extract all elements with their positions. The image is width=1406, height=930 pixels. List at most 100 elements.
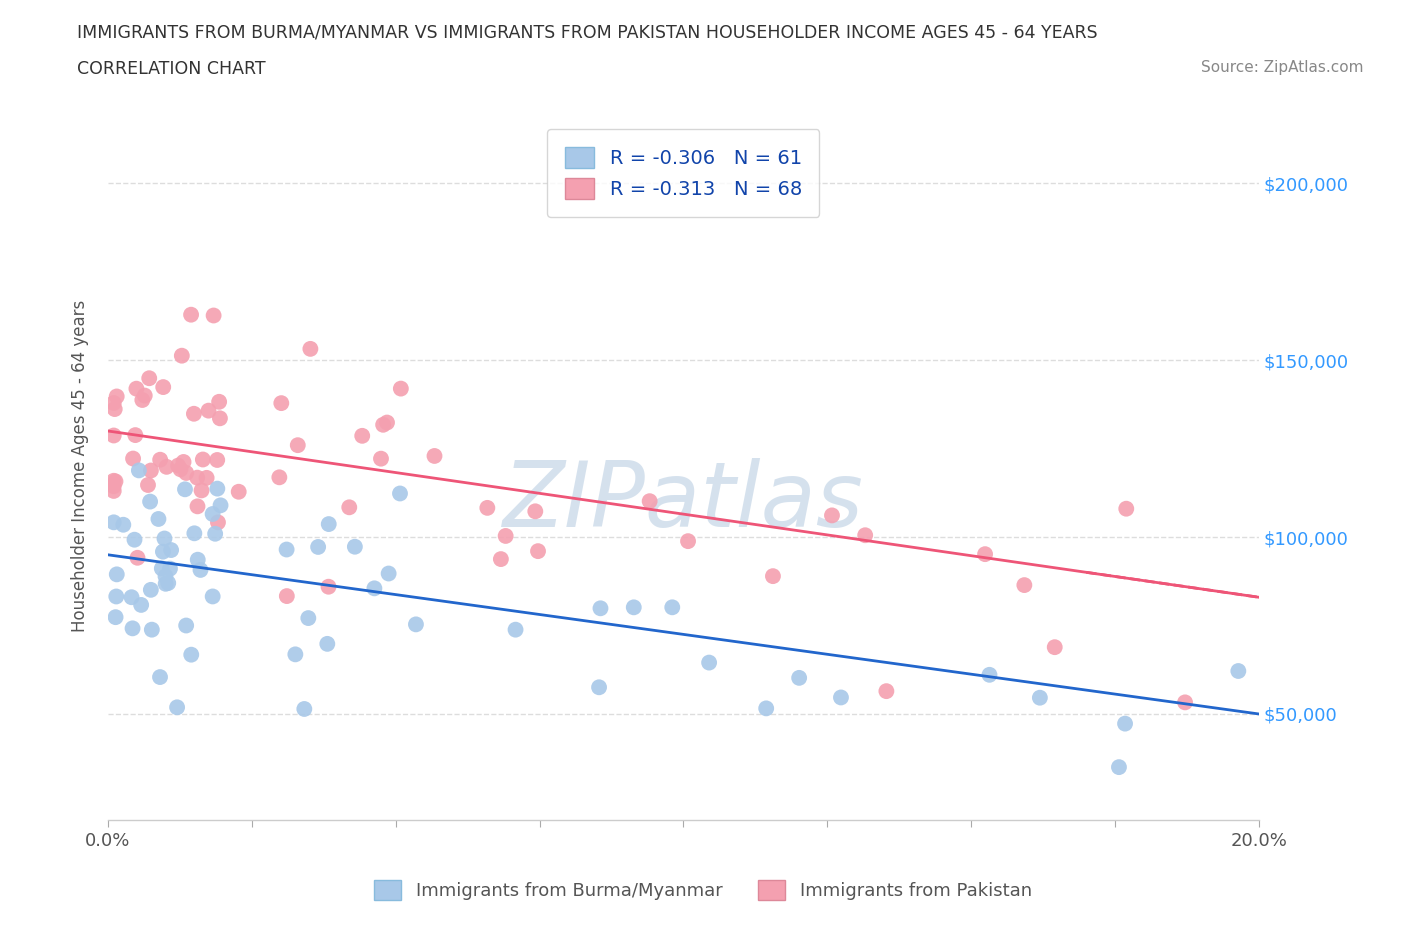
Point — [127, 551, 149, 565]
Point — [974, 547, 997, 562]
Point — [423, 448, 446, 463]
Text: ZIPatlas: ZIPatlas — [503, 458, 863, 546]
Point — [343, 539, 366, 554]
Point — [129, 597, 152, 612]
Point — [307, 539, 329, 554]
Point — [128, 463, 150, 478]
Point — [318, 579, 340, 594]
Point — [588, 680, 610, 695]
Point — [287, 438, 309, 453]
Point — [157, 576, 180, 591]
Point — [638, 494, 661, 509]
Point — [363, 581, 385, 596]
Point — [1115, 501, 1137, 516]
Point — [208, 411, 231, 426]
Point — [183, 406, 205, 421]
Point — [830, 690, 852, 705]
Point — [1227, 664, 1250, 679]
Point — [821, 508, 844, 523]
Point — [139, 582, 162, 597]
Point — [377, 566, 399, 581]
Point — [134, 388, 156, 403]
Point — [105, 589, 128, 604]
Point — [159, 561, 181, 576]
Point — [121, 590, 143, 604]
Point — [174, 466, 197, 481]
Point — [697, 655, 720, 670]
Point — [125, 381, 148, 396]
Point — [201, 589, 224, 604]
Point — [180, 647, 202, 662]
Point — [527, 544, 550, 559]
Point — [318, 517, 340, 532]
Point — [875, 684, 897, 698]
Point — [105, 389, 128, 404]
Point — [167, 458, 190, 473]
Point — [269, 470, 291, 485]
Text: Source: ZipAtlas.com: Source: ZipAtlas.com — [1201, 60, 1364, 75]
Point — [205, 453, 228, 468]
Point — [148, 512, 170, 526]
Point — [352, 429, 374, 444]
Point — [166, 700, 188, 715]
Y-axis label: Householder Income Ages 45 - 64 years: Householder Income Ages 45 - 64 years — [72, 300, 89, 632]
Point — [103, 428, 125, 443]
Point — [138, 371, 160, 386]
Point — [299, 341, 322, 356]
Point — [375, 415, 398, 430]
Point — [589, 601, 612, 616]
Point — [207, 481, 229, 496]
Point — [676, 534, 699, 549]
Point — [405, 617, 427, 631]
Point — [153, 531, 176, 546]
Point — [284, 647, 307, 662]
Point — [1014, 578, 1036, 592]
Point — [155, 569, 177, 584]
Point — [388, 486, 411, 501]
Point — [183, 525, 205, 540]
Point — [190, 483, 212, 498]
Point — [104, 610, 127, 625]
Text: IMMIGRANTS FROM BURMA/MYANMAR VS IMMIGRANTS FROM PAKISTAN HOUSEHOLDER INCOME AGE: IMMIGRANTS FROM BURMA/MYANMAR VS IMMIGRA… — [77, 23, 1098, 41]
Point — [270, 395, 292, 410]
Point — [187, 552, 209, 567]
Point — [228, 485, 250, 499]
Point — [477, 500, 499, 515]
Point — [186, 471, 208, 485]
Point — [104, 474, 127, 489]
Legend: R = -0.306   N = 61, R = -0.313   N = 68: R = -0.306 N = 61, R = -0.313 N = 68 — [547, 129, 820, 217]
Point — [103, 395, 125, 410]
Point — [1029, 690, 1052, 705]
Point — [169, 462, 191, 477]
Point — [152, 379, 174, 394]
Point — [160, 542, 183, 557]
Point — [174, 618, 197, 633]
Point — [979, 668, 1001, 683]
Point — [139, 463, 162, 478]
Point — [208, 394, 231, 409]
Point — [337, 499, 360, 514]
Point — [489, 551, 512, 566]
Point — [524, 504, 547, 519]
Point — [149, 452, 172, 467]
Point — [276, 589, 298, 604]
Point — [112, 517, 135, 532]
Point — [104, 402, 127, 417]
Point — [103, 479, 125, 494]
Point — [103, 473, 125, 488]
Point — [155, 577, 177, 591]
Point — [190, 563, 212, 578]
Point — [139, 494, 162, 509]
Point — [121, 621, 143, 636]
Point — [201, 507, 224, 522]
Point — [853, 528, 876, 543]
Point — [180, 307, 202, 322]
Point — [1043, 640, 1066, 655]
Point — [370, 451, 392, 466]
Point — [149, 670, 172, 684]
Point — [755, 701, 778, 716]
Point — [124, 532, 146, 547]
Point — [152, 544, 174, 559]
Point — [661, 600, 683, 615]
Point — [103, 515, 125, 530]
